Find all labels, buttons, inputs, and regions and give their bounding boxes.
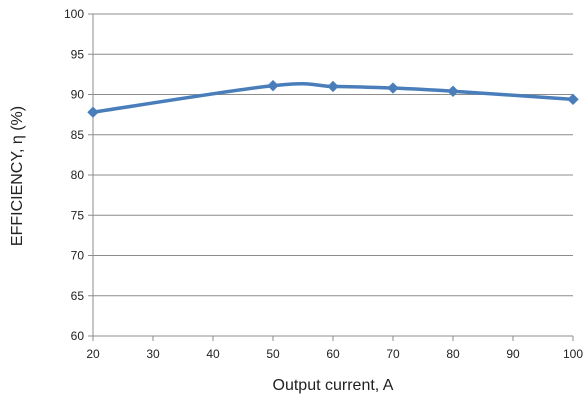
gridlines bbox=[93, 13, 573, 337]
y-tick-label: 75 bbox=[71, 208, 85, 222]
y-axis-title: EFFICIENCY, η (%) bbox=[9, 106, 26, 246]
y-tick-label: 65 bbox=[71, 289, 85, 303]
data-point-100 bbox=[567, 93, 579, 106]
y-tick-label: 60 bbox=[71, 329, 85, 343]
y-tick-label: 90 bbox=[71, 88, 85, 102]
x-tick-label: 50 bbox=[266, 347, 280, 361]
series-group bbox=[87, 79, 579, 118]
data-point-20 bbox=[87, 106, 99, 118]
data-point-50 bbox=[267, 79, 279, 92]
data-point-70 bbox=[387, 82, 399, 94]
x-tick-label: 60 bbox=[326, 347, 340, 361]
y-tick-label: 100 bbox=[64, 7, 84, 21]
x-tick-label: 20 bbox=[86, 347, 100, 361]
y-tick-label: 95 bbox=[71, 47, 85, 61]
data-point-60 bbox=[327, 80, 339, 93]
x-tick-label: 90 bbox=[506, 347, 520, 361]
x-tick-label: 70 bbox=[386, 347, 400, 361]
x-tick-label: 40 bbox=[206, 347, 220, 361]
x-tick-label: 80 bbox=[446, 347, 460, 361]
y-tick-labels: 60 65 70 75 80 85 90 95 100 bbox=[64, 7, 84, 343]
x-tick-label: 100 bbox=[563, 347, 583, 361]
y-tick-label: 85 bbox=[71, 128, 85, 142]
x-axis-title: Output current, A bbox=[273, 377, 394, 394]
series-line-0 bbox=[91, 81, 575, 114]
x-tick-labels: 20 30 40 50 60 70 80 90 100 bbox=[86, 347, 583, 361]
data-point-80 bbox=[447, 85, 459, 97]
y-tick-label: 70 bbox=[71, 249, 85, 263]
y-tick-label: 80 bbox=[71, 168, 85, 182]
x-tick-label: 30 bbox=[146, 347, 160, 361]
axes bbox=[88, 13, 574, 341]
